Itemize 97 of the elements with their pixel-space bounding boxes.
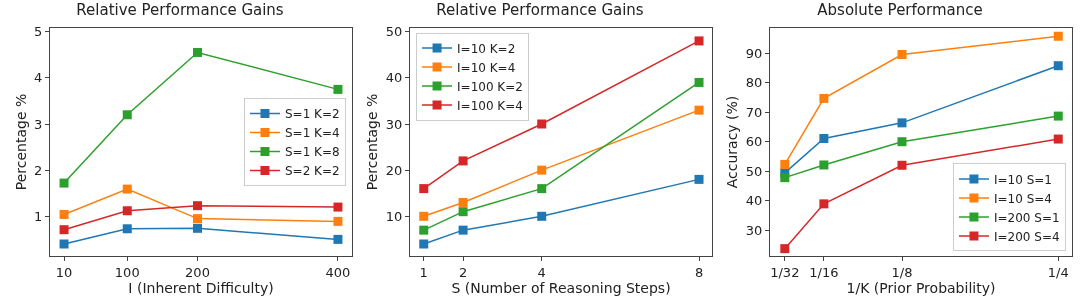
- x-tick-label: 2: [458, 264, 468, 280]
- point: [333, 202, 343, 212]
- x-tick-label: 1/32: [770, 264, 800, 280]
- y-tick-label: 40: [385, 70, 403, 86]
- legend-label: S=1 K=2: [284, 107, 340, 122]
- point: [333, 216, 343, 226]
- y-tick-label: 90: [745, 45, 763, 61]
- x-axis-title: 1/K (Prior Probability): [846, 279, 996, 296]
- point: [694, 77, 704, 87]
- point: [1053, 134, 1063, 144]
- point: [819, 199, 829, 209]
- point: [59, 239, 69, 249]
- x-tick-label: 400: [325, 264, 351, 280]
- point: [819, 160, 829, 170]
- y-tick-label: 70: [745, 104, 763, 120]
- x-tick-label: 1/8: [891, 264, 913, 280]
- legend-label: I=10 K=4: [457, 60, 516, 75]
- point: [537, 119, 547, 129]
- legend-label: I=100 K=2: [457, 79, 523, 94]
- x-tick-label: 4: [537, 264, 546, 280]
- point: [819, 133, 829, 143]
- y-tick-label: 5: [34, 24, 43, 40]
- point: [458, 225, 468, 235]
- point: [780, 173, 790, 183]
- point: [458, 197, 468, 207]
- y-tick-label: 50: [385, 24, 403, 40]
- point: [192, 214, 202, 224]
- x-tick-label: 8: [694, 264, 704, 280]
- point: [694, 36, 704, 46]
- x-tick-label: 1/16: [809, 264, 839, 280]
- chart-title: Relative Performance Gains: [76, 1, 284, 20]
- point: [458, 156, 468, 166]
- y-tick-label: 50: [745, 163, 763, 179]
- point: [897, 50, 907, 60]
- point: [897, 160, 907, 170]
- point: [333, 234, 343, 244]
- point: [780, 244, 790, 254]
- y-axis-title: Percentage %: [12, 93, 29, 191]
- point: [780, 159, 790, 169]
- point: [122, 110, 132, 120]
- y-tick-label: 2: [34, 162, 43, 178]
- legend-label: I=200 S=4: [993, 229, 1060, 244]
- point: [419, 239, 429, 249]
- legend-label: I=10 S=4: [993, 191, 1052, 206]
- point: [59, 209, 69, 219]
- legend-label: S=1 K=4: [284, 126, 340, 141]
- point: [192, 223, 202, 233]
- y-tick-label: 30: [745, 222, 763, 238]
- x-tick-label: 1/4: [1047, 264, 1069, 280]
- y-tick-label: 4: [34, 70, 43, 86]
- point: [419, 211, 429, 221]
- point: [897, 118, 907, 128]
- point: [694, 174, 704, 184]
- y-tick-label: 40: [745, 193, 763, 209]
- point: [419, 184, 429, 194]
- point: [122, 224, 132, 234]
- x-tick-label: 200: [185, 264, 210, 280]
- x-axis-title: S (Number of Reasoning Steps): [451, 279, 671, 296]
- y-tick-label: 30: [385, 116, 403, 132]
- point: [122, 184, 132, 194]
- y-tick-label: 3: [34, 116, 43, 132]
- point: [122, 206, 132, 216]
- point: [694, 105, 704, 115]
- point: [1053, 31, 1063, 41]
- chart-title: Absolute Performance: [817, 1, 983, 20]
- legend-label: I=10 S=1: [993, 172, 1052, 187]
- y-tick-label: 60: [745, 134, 763, 150]
- point: [419, 225, 429, 235]
- y-axis-title: Percentage %: [364, 93, 381, 191]
- point: [192, 201, 202, 211]
- legend-label: S=1 K=8: [284, 145, 340, 160]
- point: [59, 178, 69, 188]
- point: [192, 47, 202, 57]
- point: [537, 165, 547, 175]
- legend-label: S=2 K=2: [284, 164, 340, 179]
- y-tick-label: 1: [34, 208, 43, 224]
- y-tick-label: 80: [745, 75, 763, 91]
- chart-title: Relative Performance Gains: [436, 1, 644, 20]
- point: [458, 207, 468, 217]
- y-axis-title: Accuracy (%): [724, 95, 741, 189]
- x-axis-title: I (Inherent Difficulty): [128, 279, 274, 296]
- point: [59, 225, 69, 235]
- legend-label: I=200 S=1: [993, 210, 1060, 225]
- point: [333, 84, 343, 94]
- legend-label: I=100 K=4: [457, 98, 523, 113]
- x-tick-label: 100: [114, 264, 140, 280]
- point: [1053, 61, 1063, 71]
- y-tick-label: 10: [385, 208, 403, 224]
- point: [819, 93, 829, 103]
- y-tick-label: 20: [385, 162, 403, 178]
- point: [1053, 111, 1063, 121]
- legend-label: I=10 K=2: [457, 41, 516, 56]
- x-tick-label: 1: [419, 264, 428, 280]
- point: [897, 137, 907, 147]
- x-tick-label: 10: [55, 264, 73, 280]
- point: [537, 211, 547, 221]
- point: [537, 184, 547, 194]
